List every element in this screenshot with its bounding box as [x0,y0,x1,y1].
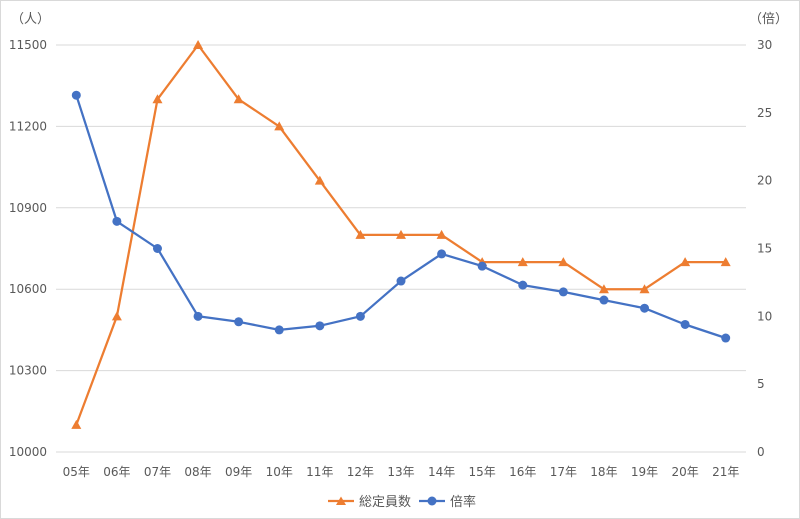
left-tick-label: 10600 [9,282,47,296]
x-tick-label: 13年 [387,465,414,479]
legend-label-total-capacity: 総定員数 [359,495,411,510]
x-tick-label: 08年 [184,465,211,479]
left-tick-label: 10300 [9,364,47,378]
data-point-circle [437,249,447,259]
data-point-triangle [314,175,325,185]
x-tick-label: 06年 [103,465,130,479]
series-ratio [71,90,731,343]
data-point-triangle [517,257,528,267]
legend: 総定員数 倍率 [328,494,476,510]
data-point-circle [71,90,81,100]
right-axis-ticks: 0 5 10 15 20 25 30 [757,38,772,459]
x-tick-label: 05年 [63,465,90,479]
right-tick-label: 25 [757,106,772,120]
data-point-circle [112,216,122,226]
left-axis-unit: （人） [11,12,50,27]
x-tick-label: 15年 [469,465,496,479]
data-point-circle [152,244,162,253]
data-point-circle [599,295,609,305]
data-point-triangle [680,257,691,267]
x-tick-label: 16年 [509,465,536,479]
data-point-circle [721,333,731,343]
right-tick-label: 0 [757,445,765,459]
data-point-triangle [396,229,406,239]
data-point-circle [274,325,284,335]
left-tick-label: 11200 [9,119,47,133]
legend-item-total-capacity: 総定員数 [328,495,411,510]
legend-marker-triangle [336,496,346,505]
data-point-circle [518,280,528,290]
legend-item-ratio: 倍率 [419,494,476,510]
x-tick-label: 21年 [712,465,739,479]
data-point-circle [355,311,365,321]
data-point-circle [315,321,325,331]
legend-marker-circle [427,496,437,506]
right-axis-unit: （倍） [749,12,788,27]
left-tick-label: 10900 [9,201,47,215]
left-axis-ticks: 10000 10300 10600 10900 11200 11500 [9,38,47,459]
data-point-triangle [274,121,285,131]
x-tick-label: 12年 [347,465,374,479]
data-point-circle [558,287,568,297]
data-point-triangle [720,257,731,267]
left-tick-label: 10000 [9,445,47,459]
x-tick-label: 19年 [631,465,658,479]
x-tick-label: 11年 [306,465,333,479]
left-tick-label: 11500 [9,38,47,52]
data-point-triangle [436,229,447,239]
x-tick-label: 20年 [671,465,698,479]
data-point-triangle [598,284,609,294]
data-point-circle [680,319,690,329]
data-point-triangle [152,94,163,104]
data-point-triangle [639,284,650,294]
right-tick-label: 10 [757,309,772,323]
right-tick-label: 5 [757,377,765,391]
data-point-circle [640,303,650,313]
x-tick-label: 14年 [428,465,455,479]
gridlines [56,44,746,453]
x-tick-label: 18年 [590,465,617,479]
series-line [75,94,727,340]
data-point-triangle [71,419,82,429]
data-point-circle [477,261,487,271]
x-tick-label: 17年 [550,465,577,479]
data-point-triangle [111,311,122,321]
data-point-triangle [558,257,569,267]
right-tick-label: 30 [757,38,772,52]
right-tick-label: 20 [757,174,772,188]
data-point-triangle [355,229,366,239]
data-point-triangle [193,40,204,49]
data-point-triangle [233,94,244,104]
data-point-circle [396,276,406,286]
legend-label-ratio: 倍率 [450,494,476,510]
data-point-circle [193,311,203,321]
data-point-circle [234,317,244,327]
x-tick-label: 07年 [144,465,171,479]
right-tick-label: 15 [757,242,772,256]
series-layer [71,40,731,429]
x-axis-ticks: 05年 06年 07年 08年 09年 10年 11年 12年 13年 14年 15年 16年 17年 1… [63,465,740,479]
x-tick-label: 10年 [266,465,293,479]
x-tick-label: 09年 [225,465,252,479]
